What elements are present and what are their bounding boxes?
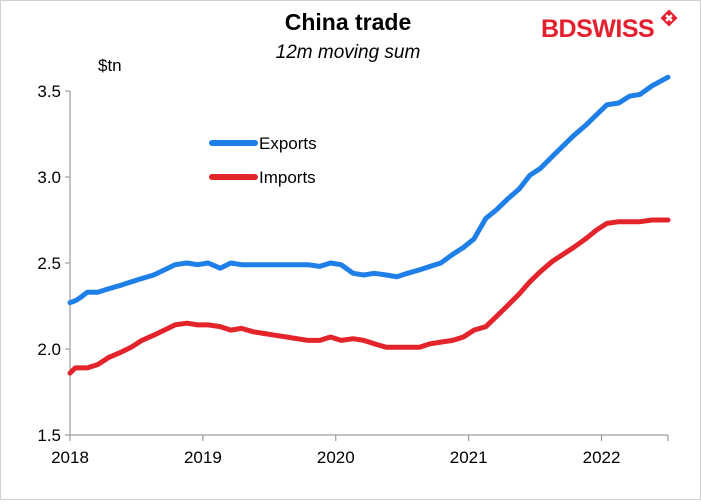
swiss-cross-icon [660,9,678,27]
x-tick-label: 2022 [583,448,621,467]
y-tick-label: 3.0 [37,168,61,187]
x-ticks: 2018 2019 2020 2021 2022 [51,435,669,467]
legend: Exports Imports [209,134,317,187]
y-tick-label: 2.0 [37,340,61,359]
y-axis-label: $tn [98,56,122,75]
y-tick-label: 2.5 [37,254,61,273]
chart-subtitle: 12m moving sum [276,42,421,63]
svg-text:BDSWISS: BDSWISS [541,15,654,43]
y-tick-label: 3.5 [37,82,61,101]
logo-swiss: SWISS [576,15,654,43]
y-ticks: 1.5 2.0 2.5 3.0 3.5 [37,82,70,445]
series-layer [67,74,671,376]
y-tick-label: 1.5 [37,426,61,445]
x-tick-label: 2021 [450,448,488,467]
logo-bd: BD [541,15,576,43]
legend-label-exports: Exports [259,134,317,153]
legend-label-imports: Imports [259,168,316,187]
chart-title: China trade [285,9,412,35]
bdswiss-logo: BDSWISS [541,9,678,43]
series-line-imports [67,217,671,376]
x-tick-label: 2020 [317,448,355,467]
series-line-exports [67,74,671,306]
x-tick-label: 2018 [51,448,89,467]
x-tick-label: 2019 [184,448,222,467]
